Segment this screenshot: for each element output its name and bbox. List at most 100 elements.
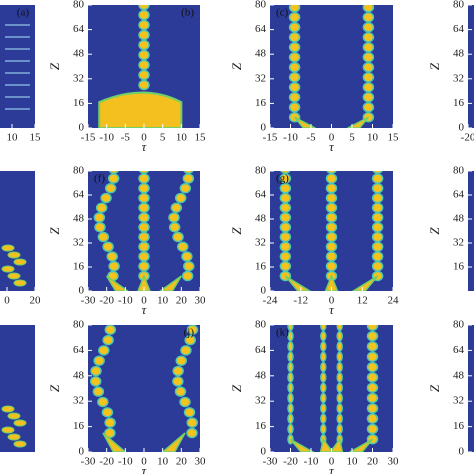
x-tick-label: 10 (176, 132, 188, 144)
soliton-fan (347, 116, 369, 128)
x-tick-label: -5 (306, 132, 316, 144)
y-axis-label: Z (47, 62, 62, 70)
soliton (177, 241, 189, 252)
soliton (138, 212, 150, 223)
soliton (287, 392, 294, 404)
y-tick-label: 32 (453, 72, 464, 84)
soliton (90, 365, 102, 377)
soliton (101, 407, 114, 418)
x-tick-label: -10 (99, 132, 114, 144)
x-tick-label: 0 (329, 132, 335, 144)
y-tick-label: 16 (73, 420, 85, 432)
soliton (279, 261, 292, 272)
soliton (371, 212, 384, 223)
y-tick-label: 0 (79, 446, 85, 458)
y-tick-label: 48 (255, 213, 267, 225)
panel (88, 325, 200, 452)
soliton (138, 241, 150, 252)
soliton (180, 345, 192, 356)
soliton (362, 92, 375, 103)
soliton (287, 423, 294, 435)
soliton (287, 341, 294, 352)
soliton (279, 231, 292, 243)
y-tick-label: 64 (73, 23, 85, 35)
x-tick-label: 10 (157, 456, 169, 468)
soliton (325, 173, 338, 184)
soliton (279, 183, 292, 194)
soliton (179, 183, 192, 194)
y-tick-label: 48 (73, 369, 85, 381)
soliton (288, 72, 301, 83)
soliton (288, 42, 301, 53)
soliton (320, 351, 327, 362)
spot (7, 412, 21, 420)
x-tick-label: 5 (160, 132, 166, 144)
soliton (100, 192, 112, 204)
x-tick-label: -20 (461, 132, 474, 144)
soliton (366, 413, 379, 424)
y-tick-label: 80 (255, 165, 267, 177)
y-tick-label: 0 (261, 285, 267, 297)
soliton (326, 171, 337, 174)
soliton (104, 325, 117, 336)
soliton (94, 222, 106, 233)
x-tick-label: 30 (195, 456, 207, 468)
soliton (320, 341, 327, 352)
soliton (97, 396, 109, 408)
y-tick-label: 64 (255, 344, 267, 356)
x-tick-label: 0 (4, 295, 10, 307)
panel (0, 325, 35, 452)
soliton (184, 334, 196, 346)
soliton (182, 173, 195, 184)
y-tick-label: 0 (79, 122, 85, 134)
y-tick-label: 48 (73, 48, 85, 60)
soliton (366, 392, 379, 404)
soliton (138, 79, 150, 91)
panel (0, 171, 35, 291)
panel-label: (g) (276, 173, 289, 185)
y-tick-label: 32 (255, 72, 266, 84)
soliton (336, 413, 343, 424)
soliton (325, 251, 338, 262)
soliton (288, 92, 301, 103)
soliton (288, 32, 301, 43)
soliton (320, 325, 327, 332)
x-tick-label: -20 (99, 456, 114, 468)
y-tick-label: 0 (79, 285, 85, 297)
soliton (287, 330, 294, 342)
soliton (320, 403, 327, 414)
x-tick-label: -30 (81, 456, 96, 468)
soliton (287, 403, 294, 414)
soliton (366, 330, 379, 342)
y-tick-label: 64 (73, 189, 85, 201)
soliton (138, 69, 150, 81)
y-tick-label: 16 (453, 97, 465, 109)
soliton (325, 183, 338, 194)
panel-label: (f) (94, 173, 105, 185)
panel (468, 325, 474, 452)
y-tick-label: 80 (73, 165, 85, 177)
plot-area (468, 325, 474, 452)
soliton (371, 202, 384, 213)
spot (7, 433, 21, 441)
soliton (325, 192, 338, 204)
spot (13, 419, 27, 427)
soliton (95, 202, 108, 213)
y-tick-label: 64 (255, 189, 267, 201)
soliton (336, 330, 343, 342)
y-tick-label: 0 (459, 122, 465, 134)
soliton (181, 251, 193, 262)
soliton (104, 183, 117, 194)
soliton (170, 202, 183, 213)
x-tick-label: 5 (349, 132, 355, 144)
soliton (102, 241, 114, 252)
y-tick-label: 64 (73, 344, 85, 356)
soliton (325, 222, 338, 233)
soliton (362, 12, 375, 23)
panel (270, 171, 393, 291)
panel-label: (b) (181, 7, 194, 19)
soliton (371, 251, 384, 262)
soliton (138, 29, 150, 41)
soliton (336, 372, 343, 383)
panel (468, 5, 474, 128)
